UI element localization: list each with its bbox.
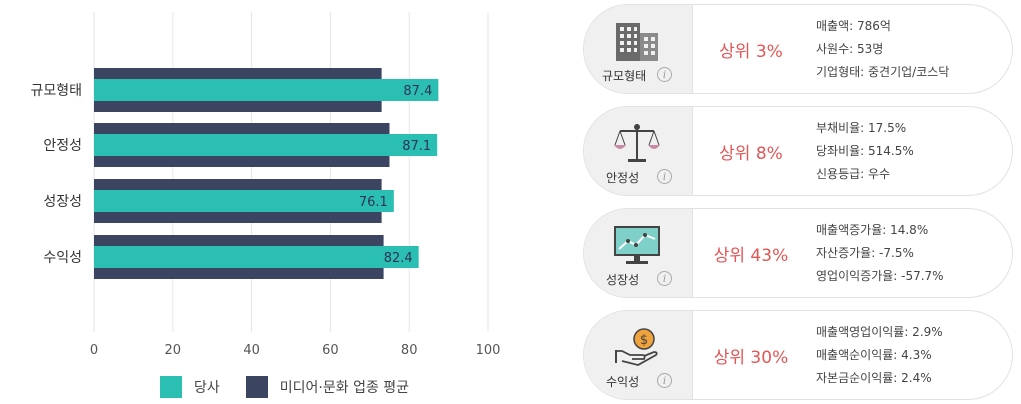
card-stability-category: 안정성 (606, 171, 640, 185)
y-tick-label: 안정성 (43, 138, 82, 154)
data-label-company: 76.1 (359, 195, 388, 210)
info-icon[interactable]: i (657, 169, 672, 184)
x-tick-label: 100 (476, 343, 501, 358)
card-profitability-rank: 상위 30% (713, 347, 789, 368)
legend-label-industry-average: 미디어·문화 업종 평균 (279, 380, 410, 396)
card-profitability-details: 매출액영업이익률: 2.9% 매출액순이익률: 4.3% 자본금순이익률: 2.… (816, 321, 943, 390)
y-tick-label: 규모형태 (30, 83, 82, 99)
card-size-rank: 상위 3% (719, 41, 783, 62)
legend-item-company[interactable]: 당사 (160, 376, 220, 398)
chart-legend: 당사 미디어·문화 업종 평균 (160, 376, 435, 398)
detail-line: 신용등급: 우수 (816, 167, 891, 181)
detail-line: 사원수: 53명 (816, 42, 884, 56)
detail-line: 부채비율: 17.5% (816, 121, 907, 135)
bar-company (94, 190, 394, 212)
chart-plot: 0 20 40 60 80 100 87.4 규모형태 87.1 안정성 76.1 성장성 82.4 수익… (30, 12, 501, 358)
bar-company (94, 246, 419, 268)
card-stability-details: 부채비율: 17.5% 당좌비율: 514.5% 신용등급: 우수 (816, 117, 914, 186)
bar-chart: 0 20 40 60 80 100 87.4 규모형태 87.1 안정성 76.1 성장성 82.4 수익… (30, 12, 501, 358)
card-size: 규모형태 i 상위 3% 매출액: 786억 사원수: 53명 기업형태: 중견… (583, 4, 1013, 94)
building-icon (616, 23, 658, 61)
detail-line: 당좌비율: 514.5% (816, 144, 914, 158)
card-growth-rank: 상위 43% (713, 245, 789, 266)
detail-line: 기업형태: 중견기업/코스닥 (816, 65, 950, 79)
detail-line: 자산증가율: -7.5% (816, 246, 914, 260)
x-tick-label: 0 (90, 343, 98, 358)
detail-line: 매출액증가율: 14.8% (816, 223, 929, 237)
data-label-company: 87.4 (403, 84, 432, 99)
detail-line: 매출액: 786억 (816, 19, 891, 33)
legend-swatch-company (160, 376, 182, 398)
y-tick-label: 수익성 (43, 250, 82, 266)
card-size-details: 매출액: 786억 사원수: 53명 기업형태: 중견기업/코스닥 (816, 15, 949, 84)
card-profitability-icon-panel: $ 수익성 i (584, 311, 693, 399)
card-profitability: $ 수익성 i 상위 30% 매출액영업이익률: 2.9% 매출액순이익률: 4… (583, 310, 1013, 400)
bar-company (94, 134, 438, 156)
card-growth-category: 성장성 (606, 273, 640, 287)
svg-text:$: $ (640, 333, 648, 348)
legend-item-industry-average[interactable]: 미디어·문화 업종 평균 (245, 376, 410, 398)
x-tick-label: 80 (401, 343, 418, 358)
data-label-company: 87.1 (402, 139, 431, 154)
monitor-chart-icon (614, 226, 660, 264)
detail-line: 매출액영업이익률: 2.9% (816, 325, 943, 339)
detail-line: 영업이익증가율: -57.7% (816, 269, 944, 283)
bar-company (94, 79, 439, 101)
scales-icon (614, 124, 660, 162)
detail-line: 자본금순이익률: 2.4% (816, 371, 932, 385)
y-tick-label: 성장성 (43, 194, 82, 210)
x-tick-label: 20 (165, 343, 182, 358)
x-tick-label: 60 (322, 343, 339, 358)
data-label-company: 82.4 (384, 251, 413, 266)
info-icon[interactable]: i (657, 271, 672, 286)
card-growth-details: 매출액증가율: 14.8% 자산증가율: -7.5% 영업이익증가율: -57.… (816, 219, 944, 288)
card-stability: 안정성 i 상위 8% 부채비율: 17.5% 당좌비율: 514.5% 신용등… (583, 106, 1013, 196)
card-size-category: 규모형태 (602, 69, 647, 83)
card-size-icon-panel: 규모형태 i (584, 5, 693, 93)
card-growth-icon-panel: 성장성 i (584, 209, 693, 297)
money-hand-icon: $ (615, 328, 658, 366)
card-profitability-category: 수익성 (606, 375, 640, 389)
card-growth: 성장성 i 상위 43% 매출액증가율: 14.8% 자산증가율: -7.5% … (583, 208, 1013, 298)
legend-swatch-industry-average (245, 376, 268, 398)
legend-label-company: 당사 (194, 380, 220, 396)
x-tick-label: 40 (243, 343, 260, 358)
card-stability-icon-panel: 안정성 i (584, 107, 693, 195)
info-icon[interactable]: i (657, 67, 672, 82)
card-stability-rank: 상위 8% (719, 143, 783, 164)
info-icon[interactable]: i (657, 373, 672, 388)
detail-line: 매출액순이익률: 4.3% (816, 348, 932, 362)
